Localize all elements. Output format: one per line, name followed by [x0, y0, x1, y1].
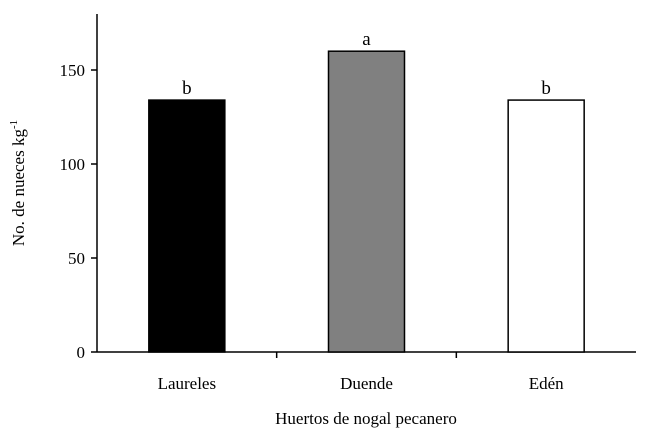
bar-significance-label: b — [541, 78, 551, 99]
x-ticks — [275, 352, 458, 358]
bar-significance-label: b — [182, 78, 192, 99]
y-tick-label: 150 — [60, 61, 86, 80]
category-label: Duende — [340, 374, 393, 393]
category-labels: Laureles Duende Edén — [158, 374, 565, 393]
y-axis-label-text: No. de nueces kg — [9, 129, 28, 247]
y-axis-label-superscript: -1 — [8, 120, 20, 129]
category-label: Edén — [529, 374, 564, 393]
bar-3 — [507, 99, 585, 353]
bar-significance-label: a — [362, 29, 371, 50]
bar-1 — [148, 99, 226, 353]
bars — [148, 50, 585, 353]
bar-2 — [327, 50, 406, 353]
y-tick-label: 100 — [60, 155, 86, 174]
y-tick-label: 50 — [68, 249, 85, 268]
y-tick-label: 0 — [77, 343, 86, 362]
category-label: Laureles — [158, 374, 217, 393]
bar-labels: b a b — [182, 29, 551, 99]
y-ticks: 0 50 100 150 — [60, 61, 97, 362]
x-axis-label: Huertos de nogal pecanero — [275, 409, 457, 428]
y-axis-label: No. de nueces kg-1 — [8, 120, 28, 246]
